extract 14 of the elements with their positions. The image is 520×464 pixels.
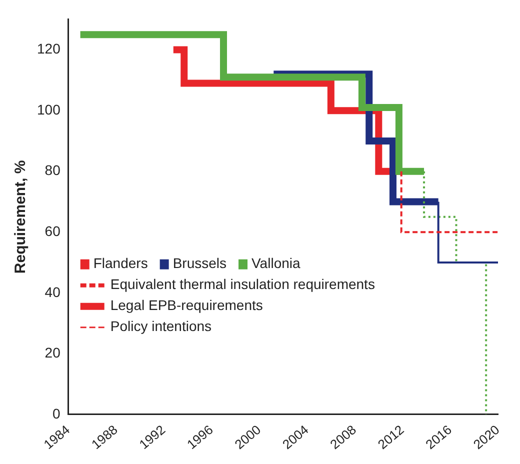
legend-label: Flanders xyxy=(93,255,148,272)
y-tick-label: 100 xyxy=(37,101,61,118)
annotation: Equivalent thermal insulation requirements xyxy=(110,276,375,292)
annotation: Policy intentions xyxy=(110,318,212,334)
y-tick-label: 80 xyxy=(44,162,61,178)
y-tick-label: 20 xyxy=(44,344,61,361)
y-tick-label: 60 xyxy=(44,222,61,239)
y-tick-label: 40 xyxy=(44,284,61,300)
legend-label: Vallonia xyxy=(252,255,300,272)
y-axis-title: Requirement, % xyxy=(12,160,30,274)
legend-label: Brussels xyxy=(172,255,227,272)
y-tick-label: 120 xyxy=(37,40,61,57)
y-tick-label: 0 xyxy=(52,405,61,422)
annotation: Legal EPB-requirements xyxy=(110,297,263,314)
